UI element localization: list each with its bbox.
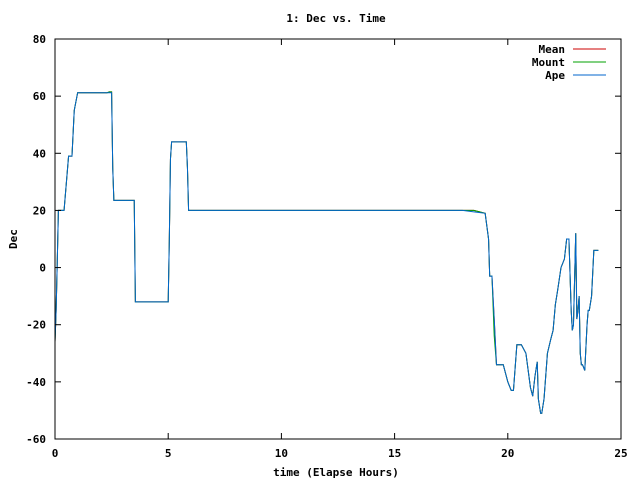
series-mean (54, 91, 599, 414)
x-axis-ticks: 0 5 10 15 20 25 (52, 39, 628, 460)
y-tick-label: 20 (33, 204, 46, 217)
series-ape (54, 92, 599, 414)
x-tick-label: 25 (614, 447, 627, 460)
x-tick-label: 5 (165, 447, 172, 460)
legend-label-mean: Mean (539, 43, 566, 56)
y-axis-label: Dec (7, 229, 20, 249)
chart-title: 1: Dec vs. Time (286, 12, 386, 25)
series-line-mean (54, 91, 599, 414)
y-tick-label: 0 (39, 262, 46, 275)
legend-label-ape: Ape (545, 69, 565, 82)
x-axis-label: time (Elapse Hours) (273, 466, 399, 479)
y-tick-label: 40 (33, 147, 46, 160)
series-mount (54, 91, 599, 414)
series-line-mount (54, 91, 599, 414)
series-line-ape (54, 92, 599, 414)
y-tick-label: 80 (33, 33, 46, 46)
x-tick-label: 20 (501, 447, 514, 460)
y-tick-label: -40 (26, 376, 46, 389)
y-tick-label: -20 (26, 319, 46, 332)
y-axis-ticks: -60 -40 -20 0 20 40 60 80 (26, 33, 621, 446)
plot-frame (54, 38, 622, 440)
x-tick-label: 10 (275, 447, 288, 460)
x-tick-label: 15 (388, 447, 401, 460)
y-tick-label: 60 (33, 90, 46, 103)
x-tick-label: 0 (52, 447, 59, 460)
y-tick-label: -60 (26, 433, 46, 446)
series-group (54, 91, 599, 414)
legend-label-mount: Mount (532, 56, 565, 69)
